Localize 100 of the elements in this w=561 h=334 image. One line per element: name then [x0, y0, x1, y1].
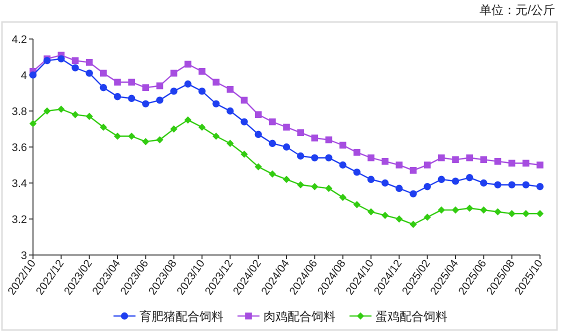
- point: [438, 206, 446, 214]
- point: [156, 82, 164, 90]
- point: [240, 150, 248, 158]
- point: [170, 70, 178, 77]
- point: [240, 118, 248, 126]
- point: [396, 162, 403, 168]
- point: [381, 212, 389, 219]
- point: [29, 120, 37, 128]
- point: [283, 124, 290, 131]
- legend-label: 肉鸡配合饲料: [264, 310, 336, 324]
- point: [508, 181, 516, 188]
- point: [114, 93, 122, 100]
- point: [311, 183, 318, 190]
- point: [268, 170, 276, 178]
- point: [212, 100, 220, 108]
- point: [339, 194, 346, 201]
- point: [128, 132, 136, 140]
- point: [184, 116, 192, 124]
- point: [522, 160, 530, 167]
- point: [297, 129, 304, 136]
- point: [142, 84, 150, 91]
- point: [282, 176, 290, 183]
- point: [184, 60, 192, 68]
- point: [353, 168, 361, 176]
- y-tick-label: 3: [20, 250, 27, 262]
- point: [72, 111, 79, 118]
- point: [43, 107, 51, 115]
- point: [396, 215, 403, 223]
- point: [424, 183, 431, 190]
- point: [508, 210, 516, 218]
- point: [282, 143, 290, 151]
- point: [480, 179, 488, 187]
- point: [424, 214, 431, 221]
- point: [198, 88, 206, 95]
- point: [382, 158, 388, 165]
- point: [156, 136, 164, 144]
- point: [198, 124, 206, 131]
- point: [142, 138, 150, 146]
- point: [480, 206, 488, 214]
- point: [452, 156, 459, 163]
- point: [254, 111, 262, 118]
- y-tick-label: 3.6: [12, 142, 27, 154]
- point: [438, 154, 445, 162]
- point: [240, 96, 248, 104]
- point: [367, 176, 375, 183]
- point: [325, 184, 332, 192]
- point: [58, 55, 65, 62]
- point: [424, 162, 431, 168]
- point: [72, 57, 79, 64]
- y-tick-label: 4: [20, 70, 27, 82]
- point: [114, 78, 121, 86]
- point: [212, 132, 220, 140]
- point: [480, 156, 488, 163]
- y-tick-label: 3.2: [12, 214, 27, 226]
- point: [354, 149, 360, 156]
- point: [100, 124, 108, 131]
- point: [536, 210, 544, 218]
- point: [368, 154, 374, 162]
- point: [466, 154, 473, 162]
- point: [198, 68, 206, 75]
- point: [325, 136, 332, 144]
- point: [381, 179, 389, 187]
- point: [311, 134, 318, 142]
- point: [311, 154, 318, 162]
- point: [100, 70, 107, 77]
- point: [367, 208, 375, 216]
- point: [466, 174, 474, 182]
- point: [339, 161, 346, 169]
- point: [536, 162, 544, 168]
- point: [494, 181, 502, 188]
- point: [536, 183, 544, 190]
- point: [100, 84, 108, 92]
- point: [452, 178, 460, 185]
- point: [438, 176, 446, 183]
- point: [170, 125, 178, 133]
- point: [452, 206, 460, 214]
- point: [254, 130, 262, 138]
- point: [212, 78, 220, 86]
- point: [114, 132, 122, 140]
- y-tick-label: 3.4: [12, 178, 27, 190]
- point: [86, 59, 93, 66]
- point: [410, 220, 417, 228]
- point: [268, 140, 276, 147]
- point: [410, 190, 417, 198]
- point: [494, 208, 502, 216]
- point: [156, 96, 164, 104]
- point: [254, 163, 262, 170]
- point: [86, 112, 93, 120]
- point: [325, 154, 332, 162]
- point: [508, 160, 516, 167]
- point: [410, 167, 417, 174]
- point: [226, 140, 234, 147]
- point: [466, 204, 474, 212]
- point: [58, 106, 65, 113]
- point: [296, 152, 304, 160]
- y-tick-label: 3.8: [12, 106, 27, 118]
- y-tick-label: 4.2: [12, 34, 27, 46]
- chart-title: 单位：元/公斤: [480, 3, 555, 17]
- point: [269, 118, 276, 126]
- point: [522, 210, 530, 218]
